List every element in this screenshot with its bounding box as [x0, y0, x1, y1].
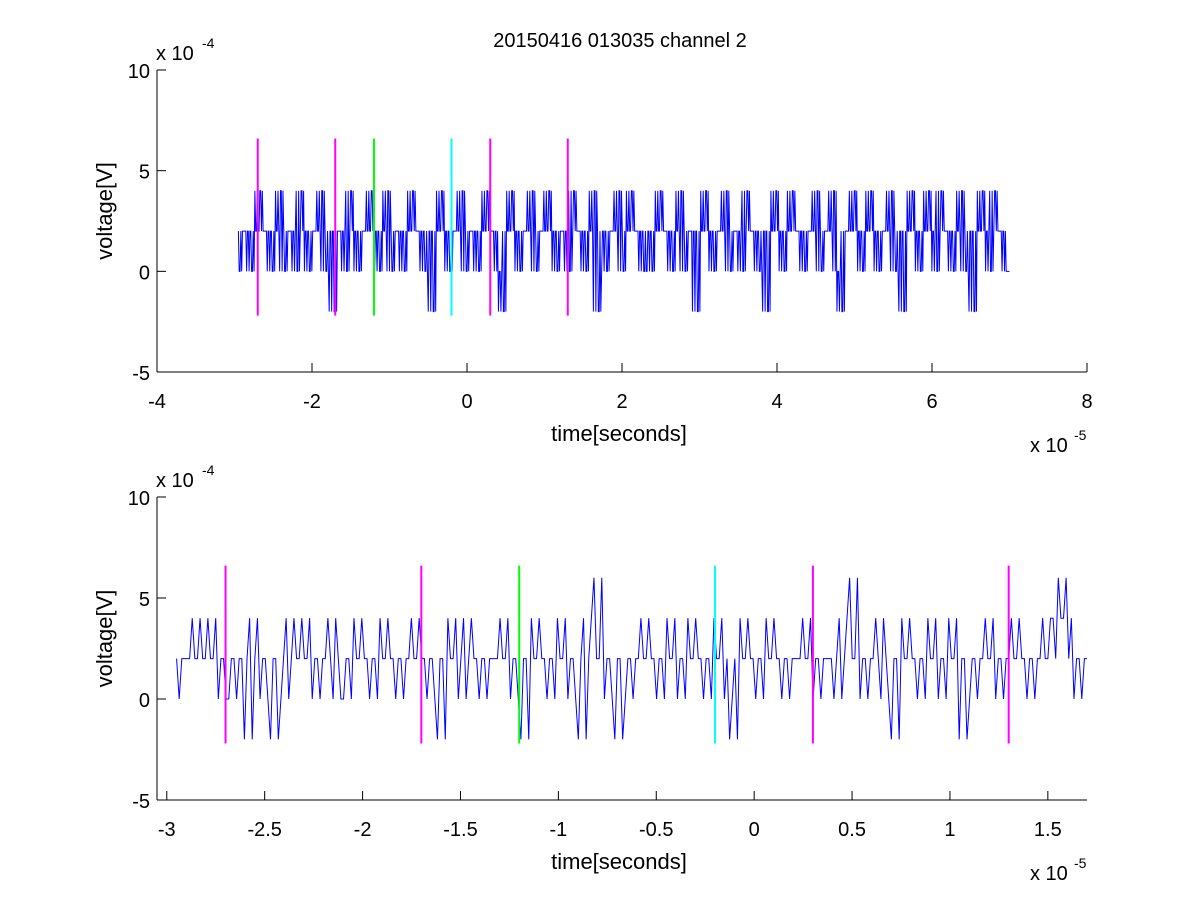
y-tick-label: 10: [128, 488, 150, 510]
x-exponent-label: x 10: [1030, 863, 1068, 885]
x-tick-label: 0.5: [838, 819, 866, 841]
x-tick-label: -1: [549, 819, 567, 841]
x-tick-label: 6: [926, 391, 937, 413]
y-tick-label: 0: [139, 690, 150, 712]
x-axis-label: time[seconds]: [551, 421, 687, 446]
x-tick-label: 0: [461, 391, 472, 413]
y-tick-label: 10: [128, 61, 150, 83]
x-exponent-power: -5: [1074, 427, 1087, 443]
y-tick-label: 5: [139, 162, 150, 184]
x-tick-label: 1.5: [1034, 819, 1062, 841]
y-tick-label: -5: [132, 363, 150, 385]
y-tick-label: -5: [132, 791, 150, 813]
x-tick-label: -0.5: [639, 819, 673, 841]
y-tick-label: 5: [139, 589, 150, 611]
signal-trace: [176, 577, 1087, 740]
x-exponent-label: x 10: [1030, 435, 1068, 457]
y-exponent-power: -4: [202, 35, 215, 51]
x-tick-label: -2: [354, 819, 372, 841]
x-tick-label: -1.5: [443, 819, 477, 841]
y-exponent-label: x 10: [156, 43, 194, 65]
y-axis-label: voltage[V]: [92, 590, 117, 688]
x-tick-label: 2: [616, 391, 627, 413]
x-tick-label: -3: [158, 819, 176, 841]
x-exponent-power: -5: [1074, 855, 1087, 871]
figure-title: 20150416 013035 channel 2: [493, 30, 747, 52]
bottom-axes: -3 -2.5 -2 -1.5 -1 -0.5 0 0.5 1 1.5 -5 0 5 10 x 10 -4 x …: [92, 462, 1087, 885]
top-axes: -4 -2 0 2 4 6 8 -5 0 5 10 x 10 -4 x 10 -5 time[seconds]…: [92, 35, 1093, 457]
y-exponent-label: x 10: [156, 470, 194, 492]
x-tick-label: -2.5: [247, 819, 281, 841]
x-tick-label: 0: [749, 819, 760, 841]
x-tick-label: -2: [303, 391, 321, 413]
x-tick-label: 4: [771, 391, 782, 413]
y-axis-label: voltage[V]: [92, 162, 117, 260]
y-tick-label: 0: [139, 262, 150, 284]
x-tick-label: -4: [148, 391, 166, 413]
x-axis-label: time[seconds]: [551, 849, 687, 874]
signal-trace: [237, 190, 1010, 313]
x-tick-label: 8: [1081, 391, 1092, 413]
y-exponent-power: -4: [202, 462, 215, 478]
x-tick-label: 1: [944, 819, 955, 841]
